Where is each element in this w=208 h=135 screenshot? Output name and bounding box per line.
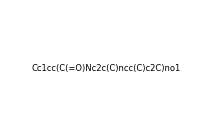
Text: Cc1cc(C(=O)Nc2c(C)ncc(C)c2C)no1: Cc1cc(C(=O)Nc2c(C)ncc(C)c2C)no1 [32, 64, 181, 73]
